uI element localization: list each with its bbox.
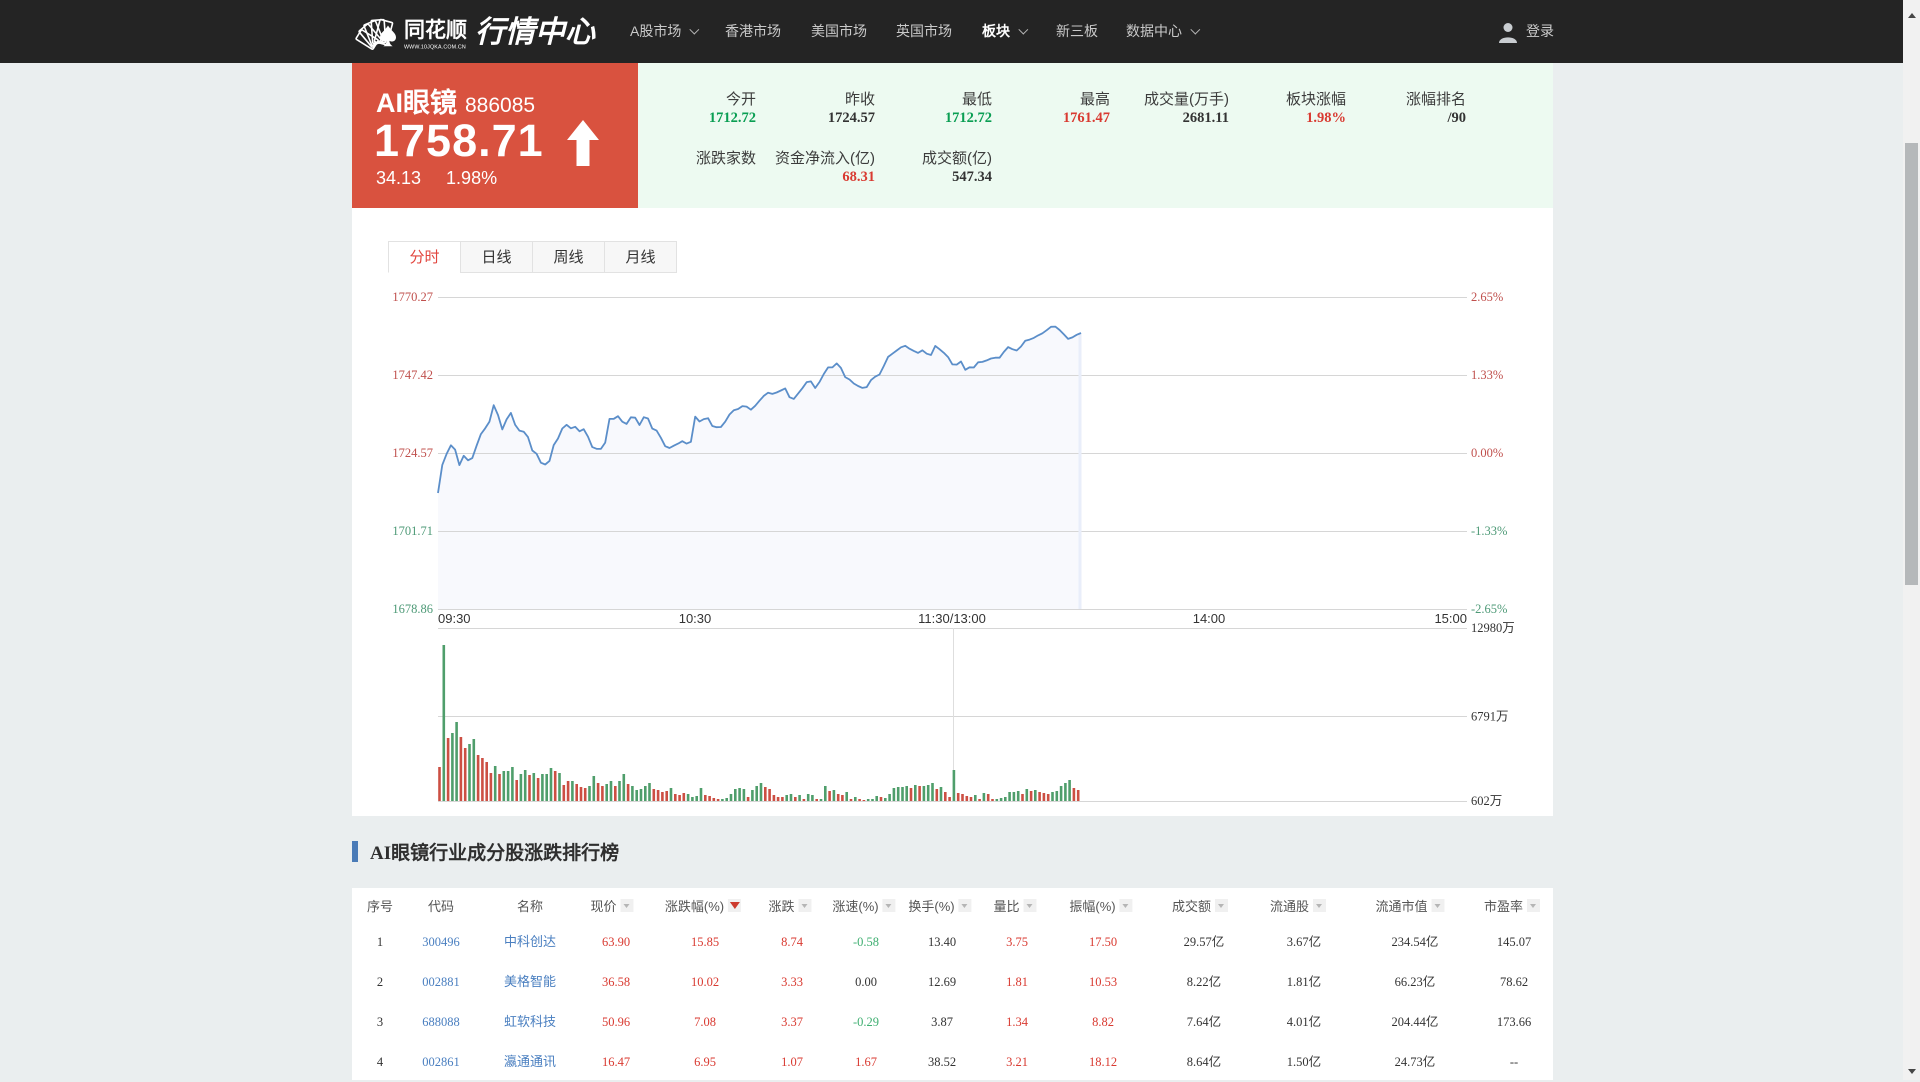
svg-text:-2.65%: -2.65% xyxy=(1471,602,1507,616)
svg-text:15:00: 15:00 xyxy=(1434,611,1467,626)
svg-text:同花顺: 同花顺 xyxy=(404,18,467,42)
svg-text:1678.86: 1678.86 xyxy=(392,602,433,616)
svg-text:09:30: 09:30 xyxy=(438,611,471,626)
svg-text:602万: 602万 xyxy=(1471,794,1502,808)
svg-text:行情中心: 行情中心 xyxy=(475,16,596,49)
svg-text:1.33%: 1.33% xyxy=(1471,368,1503,382)
svg-text:12980万: 12980万 xyxy=(1471,621,1515,635)
svg-text:1701.71: 1701.71 xyxy=(392,524,433,538)
svg-text:1724.57: 1724.57 xyxy=(392,446,433,460)
svg-text:1770.27: 1770.27 xyxy=(392,290,433,304)
svg-text:11:30/13:00: 11:30/13:00 xyxy=(918,611,986,626)
svg-text:-1.33%: -1.33% xyxy=(1471,524,1507,538)
svg-text:2.65%: 2.65% xyxy=(1471,290,1503,304)
svg-text:10:30: 10:30 xyxy=(679,611,712,626)
svg-text:6791万: 6791万 xyxy=(1471,710,1509,724)
svg-text:14:00: 14:00 xyxy=(1193,611,1226,626)
svg-text:WWW.10JQKA.COM.CN: WWW.10JQKA.COM.CN xyxy=(404,45,466,51)
svg-text:1747.42: 1747.42 xyxy=(392,368,433,382)
svg-text:0.00%: 0.00% xyxy=(1471,446,1503,460)
